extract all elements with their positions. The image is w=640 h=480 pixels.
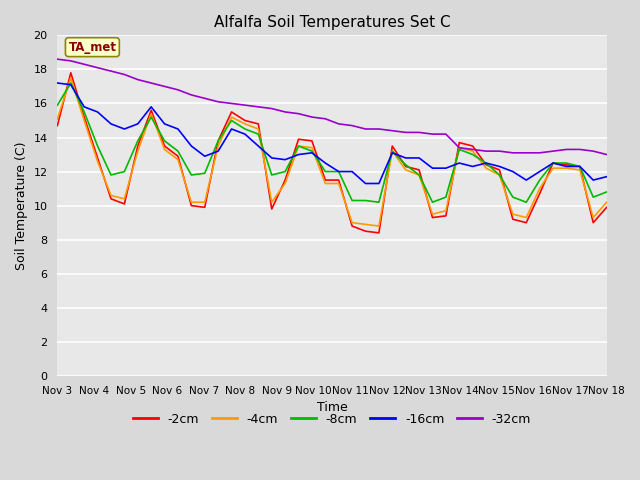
Title: Alfalfa Soil Temperatures Set C: Alfalfa Soil Temperatures Set C <box>214 15 451 30</box>
X-axis label: Time: Time <box>317 401 348 414</box>
Y-axis label: Soil Temperature (C): Soil Temperature (C) <box>15 142 28 270</box>
Legend: -2cm, -4cm, -8cm, -16cm, -32cm: -2cm, -4cm, -8cm, -16cm, -32cm <box>128 408 536 431</box>
Text: TA_met: TA_met <box>68 41 116 54</box>
